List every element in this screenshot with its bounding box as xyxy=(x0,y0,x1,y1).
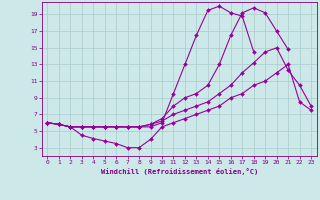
X-axis label: Windchill (Refroidissement éolien,°C): Windchill (Refroidissement éolien,°C) xyxy=(100,168,258,175)
